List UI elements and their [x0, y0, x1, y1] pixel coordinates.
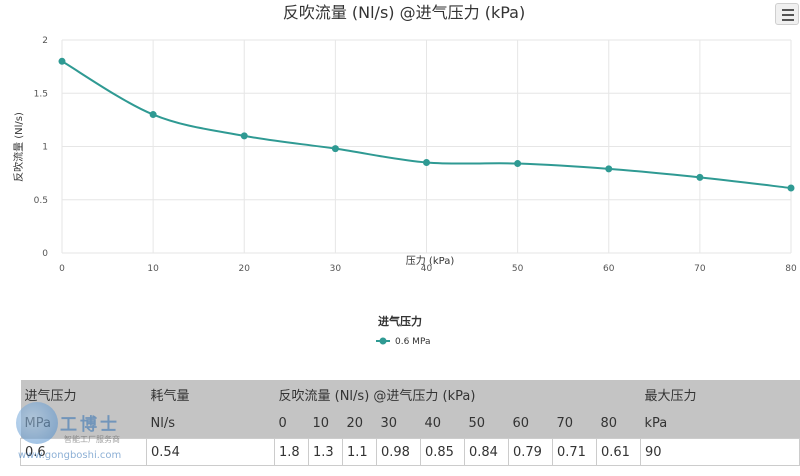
y-tick-label: 1.5	[34, 89, 48, 99]
value-cell: 0.6	[20, 438, 147, 466]
y-tick-label: 0	[42, 249, 48, 259]
unit-cell: 50	[464, 408, 509, 439]
data-point[interactable]	[240, 132, 248, 140]
value-cell: 90	[640, 438, 800, 466]
data-point[interactable]	[58, 57, 66, 65]
legend-title: 进气压力	[378, 314, 422, 328]
value-cell: 1.8	[274, 438, 309, 466]
unit-cell: 70	[552, 408, 597, 439]
value-cell: 0.79	[508, 438, 553, 466]
value-cell: 1.1	[342, 438, 377, 466]
spec-table: 进气压力 耗气量 反吹流量 (Nl/s) @进气压力 (kPa) 最大压力 MP…	[20, 380, 800, 466]
value-cell: 0.54	[146, 438, 275, 466]
x-tick-label: 80	[785, 264, 797, 274]
y-axis-title: 反吹流量 (Nl/s)	[12, 112, 25, 182]
header-intake-pressure: 进气压力	[20, 380, 147, 408]
legend-label: 0.6 MPa	[395, 337, 430, 347]
data-point[interactable]	[787, 184, 795, 192]
x-tick-label: 30	[330, 264, 342, 274]
y-axis-ticks: 0 0.5 1 1.5 2	[34, 36, 49, 259]
table-unit-row: MPa Nl/s 0 10 20 30 40 50 60 70 80 kPa	[20, 408, 800, 439]
table-row: 0.6 0.54 1.8 1.3 1.1 0.98 0.85 0.84 0.79…	[20, 438, 800, 466]
hamburger-menu-icon-line	[782, 19, 794, 21]
value-cell: 1.3	[308, 438, 343, 466]
table-header-row: 进气压力 耗气量 反吹流量 (Nl/s) @进气压力 (kPa) 最大压力	[20, 380, 800, 408]
x-tick-label: 60	[603, 264, 615, 274]
header-air-consumption: 耗气量	[146, 380, 275, 408]
unit-cell: 60	[508, 408, 553, 439]
x-tick-label: 50	[512, 264, 524, 274]
data-point[interactable]	[331, 145, 339, 153]
unit-cell: Nl/s	[146, 408, 275, 439]
legend-item[interactable]: 0.6 MPa	[376, 337, 430, 347]
header-max-pressure: 最大压力	[640, 380, 800, 408]
y-tick-label: 2	[42, 36, 48, 46]
unit-cell: 40	[420, 408, 465, 439]
value-cell: 0.85	[420, 438, 465, 466]
unit-cell: 80	[596, 408, 641, 439]
x-tick-label: 20	[239, 264, 251, 274]
data-point[interactable]	[605, 165, 613, 173]
value-cell: 0.71	[552, 438, 597, 466]
unit-cell: 0	[274, 408, 309, 439]
value-cell: 0.84	[464, 438, 509, 466]
x-tick-label: 40	[421, 264, 433, 274]
value-cell: 0.98	[376, 438, 421, 466]
x-tick-label: 10	[147, 264, 159, 274]
y-tick-label: 1	[42, 143, 48, 153]
chart: 反吹流量 (Nl/s) @进气压力 (kPa) 0 10 20 30 40 50 60 70 8…	[12, 3, 797, 347]
series-layer	[58, 57, 795, 192]
x-tick-label: 70	[694, 264, 706, 274]
chart-title: 反吹流量 (Nl/s) @进气压力 (kPa)	[283, 3, 525, 22]
legend-marker	[379, 337, 387, 345]
value-cell: 0.61	[596, 438, 641, 466]
data-point[interactable]	[423, 158, 430, 166]
unit-cell: 30	[376, 408, 421, 439]
data-point[interactable]	[696, 173, 704, 181]
x-axis-title: 压力 (kPa)	[406, 254, 455, 267]
hamburger-menu-icon-line	[782, 14, 794, 16]
unit-cell: kPa	[640, 408, 800, 439]
grid	[61, 39, 792, 254]
unit-cell: 10	[308, 408, 343, 439]
x-axis-ticks: 0 10 20 30 40 50 60 70 80	[59, 264, 797, 274]
unit-cell: 20	[342, 408, 377, 439]
hamburger-menu-icon	[782, 9, 794, 11]
data-point[interactable]	[149, 111, 157, 119]
header-blowback-flow: 反吹流量 (Nl/s) @进气压力 (kPa)	[274, 380, 641, 408]
data-point[interactable]	[514, 160, 522, 168]
chart-menu-button[interactable]	[775, 3, 799, 25]
unit-cell: MPa	[20, 408, 147, 439]
x-tick-label: 0	[59, 264, 65, 274]
y-tick-label: 0.5	[34, 196, 48, 206]
